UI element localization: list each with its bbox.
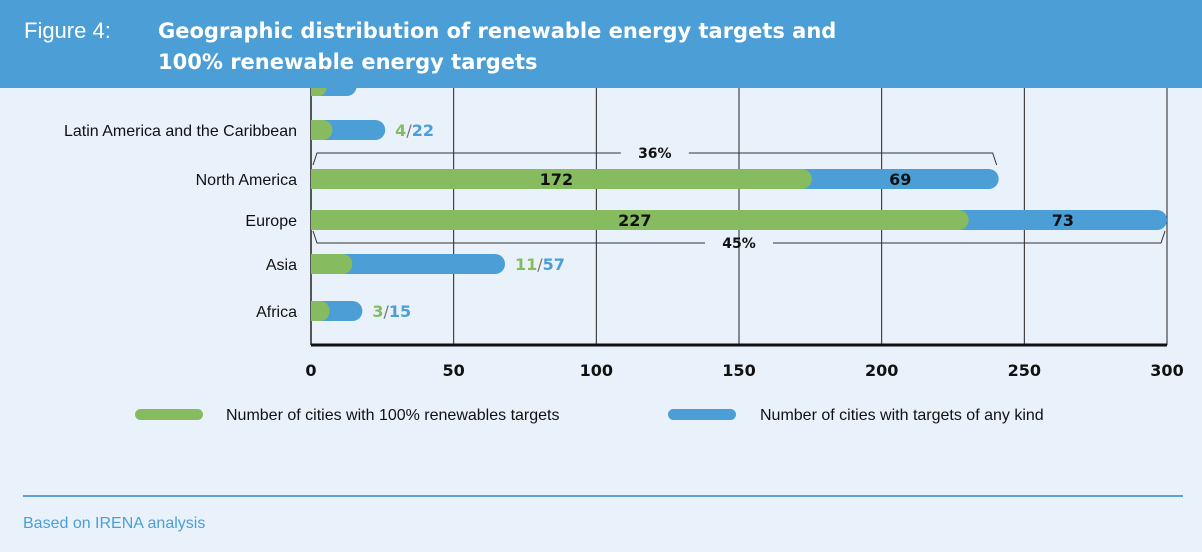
bar-green-base (311, 120, 321, 140)
x-tick-label: 250 (1008, 361, 1041, 380)
source-note: Based on IRENA analysis (23, 515, 206, 532)
data-label-green: 172 (540, 170, 573, 189)
x-tick-label: 100 (580, 361, 613, 380)
bracket (312, 230, 1166, 244)
percentage-annotation: 45% (722, 236, 756, 252)
data-label-green: 11 (515, 255, 537, 274)
title-line-1: Geographic distribution of renewable ene… (158, 19, 837, 43)
legend-swatch (135, 409, 203, 420)
data-label-blue: 15 (389, 302, 411, 321)
legend-label: Number of cities with 100% renewables ta… (226, 407, 560, 424)
bar-green-base (311, 301, 321, 321)
figure-label: Figure 4: (24, 18, 111, 43)
percentage-annotation: 36% (638, 146, 672, 162)
x-tick-label: 200 (865, 361, 898, 380)
data-label-blue: 73 (1052, 211, 1074, 230)
fraction-slash: / (537, 255, 543, 274)
data-label-blue: 22 (412, 121, 434, 140)
category-label: Europe (245, 213, 297, 230)
data-label-blue: 69 (889, 170, 911, 189)
bar-green (311, 210, 969, 230)
bar-green-base (311, 254, 321, 274)
fraction-slash: / (406, 121, 412, 140)
data-label-green: 227 (618, 211, 651, 230)
data-label-green: 4 (395, 121, 406, 140)
title-line-2: 100% renewable energy targets (158, 50, 538, 74)
data-label-green: 3 (372, 302, 383, 321)
legend-swatch (668, 409, 736, 420)
data-label-fraction: 4/22 (395, 121, 434, 140)
data-label-fraction: 11/57 (515, 255, 565, 274)
footer-divider (23, 495, 1183, 497)
x-tick-label: 150 (722, 361, 755, 380)
x-tick-label: 50 (443, 361, 465, 380)
category-label: Latin America and the Caribbean (64, 123, 297, 140)
category-label: North America (196, 172, 297, 189)
x-tick-label: 300 (1150, 361, 1183, 380)
bar-green (311, 254, 353, 274)
data-label-fraction: 3/15 (372, 302, 411, 321)
bracket (312, 152, 998, 166)
bar-green (311, 169, 812, 189)
bar-green-base (311, 210, 321, 230)
figure-header: Figure 4: Geographic distribution of ren… (0, 0, 1202, 88)
data-label-blue: 57 (543, 255, 565, 274)
bar-blue (311, 254, 506, 274)
x-tick-label: 0 (305, 361, 316, 380)
legend-label: Number of cities with targets of any kin… (760, 407, 1044, 424)
category-label: Africa (256, 304, 297, 321)
bar-green-base (311, 169, 321, 189)
figure-title: Geographic distribution of renewable ene… (158, 16, 958, 78)
category-label: Asia (266, 257, 297, 274)
fraction-slash: / (384, 302, 390, 321)
